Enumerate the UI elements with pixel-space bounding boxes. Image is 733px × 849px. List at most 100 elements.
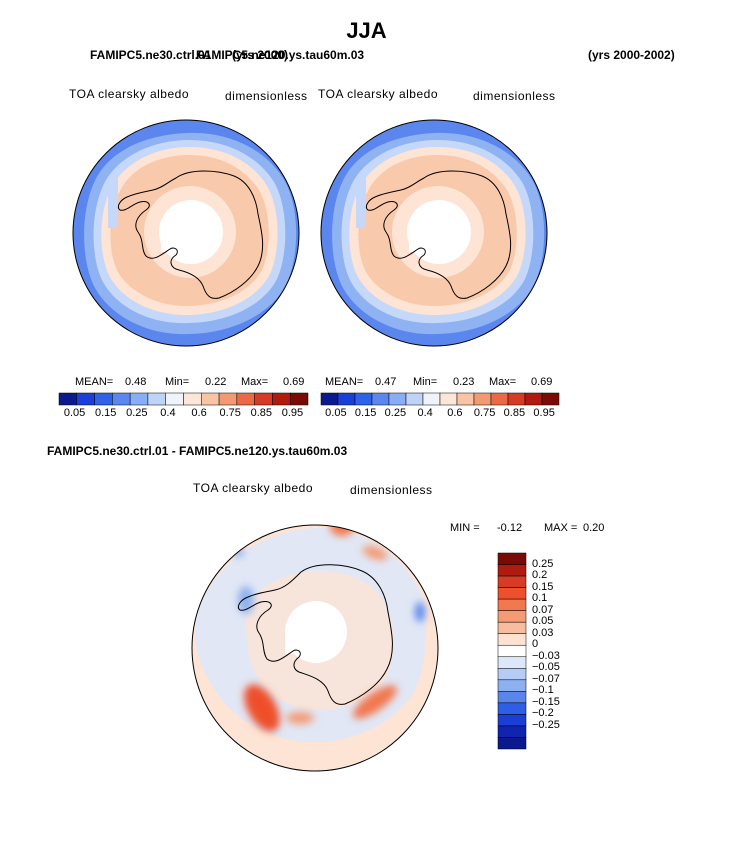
panel1-colorbar	[58, 392, 309, 406]
colorbar-swatch	[320, 392, 339, 406]
difference-units-label: dimensionless	[350, 483, 433, 497]
colorbar-swatch	[388, 392, 407, 406]
panel1-case-name: FAMIPC5.ne30.ctrl.01	[90, 48, 212, 62]
panel1-mean-value: 0.48	[125, 376, 147, 388]
panel2-min-label: Min=	[413, 376, 438, 388]
panel2-colorbar	[320, 392, 560, 406]
colorbar-tick-label: 0.85	[503, 407, 526, 419]
colorbar-swatch	[541, 392, 560, 406]
difference-variable-label: TOA clearsky albedo	[193, 481, 314, 495]
colorbar-tick-label: −0.2	[532, 707, 554, 720]
panel1-max-value: 0.69	[283, 376, 305, 388]
panel2-mean-label: MEAN=	[325, 376, 364, 388]
colorbar-tick-label: −0.05	[532, 661, 560, 674]
colorbar-tick-label: −0.07	[532, 672, 560, 685]
colorbar-tick-label: 0.95	[281, 407, 304, 419]
colorbar-swatch	[112, 392, 131, 406]
colorbar-swatch	[289, 392, 309, 406]
panel1-map	[72, 119, 300, 347]
colorbar-tick-label: 0.6	[191, 407, 207, 419]
colorbar-swatch	[497, 552, 527, 565]
panel2-years: (yrs 2000-2002)	[588, 48, 675, 62]
panel1-min-label: Min=	[165, 376, 190, 388]
colorbar-tick-label: 0.05	[532, 615, 554, 628]
colorbar-swatch	[456, 392, 475, 406]
colorbar-swatch	[272, 392, 291, 406]
colorbar-tick-label: 0.05	[63, 407, 86, 419]
colorbar-swatch	[497, 633, 527, 646]
colorbar-tick-label: 0.25	[126, 407, 148, 419]
colorbar-swatch	[497, 587, 527, 600]
colorbar-swatch	[218, 392, 238, 406]
panel2-min-value: 0.23	[453, 376, 475, 388]
colorbar-swatch	[497, 575, 527, 588]
panel2-variable-label: TOA clearsky albedo	[318, 87, 439, 101]
difference-max-label: MAX =	[544, 522, 578, 534]
panel2-max-label: Max=	[489, 376, 517, 388]
colorbar-tick-label: 0.75	[473, 407, 496, 419]
colorbar-swatch	[371, 392, 390, 406]
colorbar-swatch	[497, 679, 527, 692]
colorbar-tick-label: 0.4	[417, 407, 433, 419]
difference-title: FAMIPC5.ne30.ctrl.01 - FAMIPC5.ne120.ys.…	[47, 444, 348, 458]
colorbar-swatch	[497, 598, 527, 611]
colorbar-swatch	[405, 392, 424, 406]
colorbar-tick-label: 0.4	[160, 407, 176, 419]
colorbar-tick-label: 0.6	[447, 407, 463, 419]
colorbar-tick-label: 0.05	[325, 407, 347, 419]
colorbar-swatch	[497, 610, 527, 623]
colorbar-tick-label: −0.03	[532, 649, 560, 662]
colorbar-swatch	[129, 392, 149, 406]
colorbar-swatch	[490, 392, 509, 406]
colorbar-swatch	[183, 392, 202, 406]
panel1-mean-label: MEAN=	[75, 376, 114, 388]
colorbar-swatch	[354, 392, 373, 406]
colorbar-swatch	[524, 392, 543, 406]
panel2-units-label: dimensionless	[473, 89, 556, 103]
difference-max-value: 0.20	[583, 522, 605, 534]
panel1-years: (yrs 2000)	[232, 48, 289, 62]
colorbar-swatch	[497, 737, 527, 750]
colorbar-swatch	[201, 392, 220, 406]
colorbar-swatch	[165, 392, 184, 406]
colorbar-swatch	[94, 392, 113, 406]
colorbar-tick-label: 0.15	[354, 407, 377, 419]
colorbar-tick-label: 0.2	[532, 569, 548, 582]
colorbar-swatch	[507, 392, 526, 406]
colorbar-swatch	[473, 392, 492, 406]
colorbar-tick-label: 0.95	[533, 407, 555, 419]
colorbar-swatch	[337, 392, 356, 406]
colorbar-swatch	[439, 392, 458, 406]
season-title: JJA	[346, 18, 387, 43]
colorbar-tick-label: 0	[532, 638, 539, 651]
colorbar-tick-label: −0.15	[532, 695, 560, 708]
panel2-mean-value: 0.47	[375, 376, 397, 388]
colorbar-tick-label: 0.25	[384, 407, 407, 419]
difference-min-value: -0.12	[497, 522, 523, 534]
colorbar-tick-label: 0.15	[532, 580, 554, 593]
colorbar-tick-label: 0.07	[532, 603, 554, 616]
colorbar-swatch	[497, 702, 527, 715]
colorbar-swatch	[236, 392, 255, 406]
colorbar-swatch	[497, 668, 527, 681]
colorbar-swatch	[497, 691, 527, 704]
colorbar-tick-label: 0.15	[94, 407, 117, 419]
colorbar-swatch	[497, 656, 527, 669]
panel1-variable-label: TOA clearsky albedo	[69, 87, 190, 101]
colorbar-tick-label: −0.25	[532, 718, 560, 731]
colorbar-swatch	[58, 392, 78, 406]
panel1-units-label: dimensionless	[225, 89, 308, 103]
colorbar-swatch	[76, 392, 95, 406]
colorbar-tick-label: −0.1	[532, 684, 554, 697]
panel2-map	[320, 119, 548, 347]
colorbar-swatch	[497, 644, 527, 658]
colorbar-swatch	[497, 725, 527, 738]
colorbar-swatch	[497, 714, 527, 727]
colorbar-tick-label: 0.1	[532, 592, 548, 605]
panel1-max-label: Max=	[241, 376, 269, 388]
panel2-case-name: FAMIPC5.ne120.ys.tau60m.03	[196, 48, 365, 62]
difference-colorbar	[497, 552, 527, 750]
colorbar-swatch	[497, 621, 527, 634]
colorbar-tick-label: 0.25	[532, 557, 554, 570]
